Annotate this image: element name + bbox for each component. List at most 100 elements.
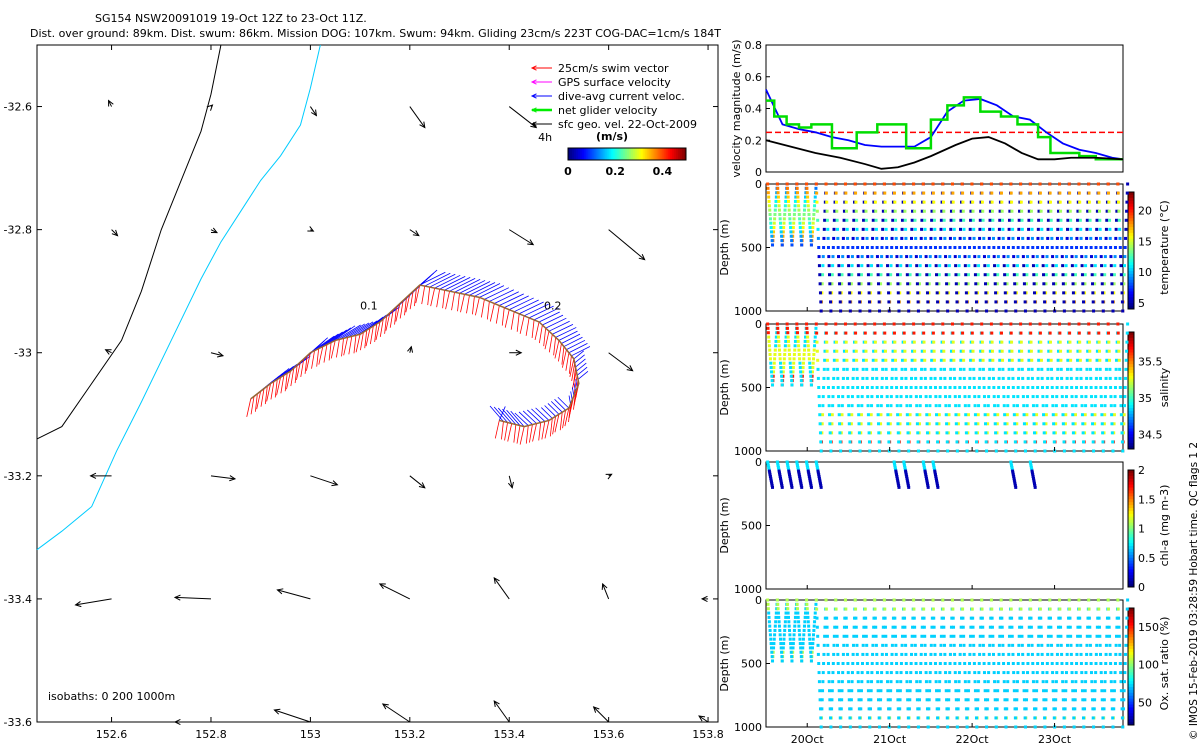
profile-point-up <box>1094 386 1098 389</box>
profile-point-up <box>822 662 826 665</box>
profile-point-down <box>878 449 882 453</box>
profile-point-down <box>1032 413 1036 417</box>
profile-point-up <box>947 680 951 684</box>
profile-point-down <box>1032 478 1036 482</box>
swim-vector <box>316 348 320 367</box>
profile-point-down <box>789 480 793 484</box>
profile-colorbar-cell <box>1128 569 1134 573</box>
profile-point-down <box>1070 246 1074 249</box>
profile-point-down <box>921 460 925 464</box>
profile-point-down <box>913 358 917 362</box>
profile-point-down <box>1060 236 1064 240</box>
profile-point-down <box>828 431 832 435</box>
profile-point-up <box>1076 625 1080 629</box>
profile-point-up <box>1125 200 1129 204</box>
profile-point-down <box>946 449 950 453</box>
geo-velocity-arrow <box>493 577 510 600</box>
profile-point-down <box>912 598 916 602</box>
profile-colorbar-cell <box>1128 499 1134 503</box>
profile-point-down <box>1109 246 1113 249</box>
swim-vector <box>414 288 417 307</box>
profile-point-up <box>996 255 1000 259</box>
profile-point-down <box>855 643 859 647</box>
profile-colorbar-cell <box>1128 563 1134 568</box>
profile-colorbar-cell <box>1128 334 1134 339</box>
profile-point-down <box>1003 273 1007 277</box>
swim-vector <box>306 352 311 371</box>
profile-point-up <box>1124 367 1128 371</box>
profile-point-up <box>791 230 795 234</box>
profile-point-up <box>890 367 894 371</box>
profile-point-down <box>1040 246 1044 249</box>
profile-point-up <box>929 367 933 371</box>
profile-point-down <box>903 616 907 620</box>
profile-point-down <box>827 689 831 693</box>
geo-velocity-arrowhead <box>378 583 386 589</box>
profile-point-down <box>905 689 909 693</box>
profile-point-down <box>796 607 800 611</box>
profile-point-up <box>1056 634 1060 638</box>
swim-vector <box>519 426 525 445</box>
profile-point-down <box>1040 367 1044 371</box>
profile-point-up <box>1093 264 1097 268</box>
profile-colorbar-cell <box>1128 393 1134 397</box>
profile-point-down <box>816 634 820 638</box>
profile-point-down <box>1120 282 1124 286</box>
profile-point-down <box>769 370 773 374</box>
profile-point-up <box>996 671 1000 675</box>
profile-point-down <box>902 460 906 464</box>
profile-point-down <box>974 716 978 720</box>
profile-point-down <box>799 650 803 654</box>
profile-point-down <box>808 366 812 370</box>
profile-point-up <box>802 212 806 216</box>
profile-point-down <box>960 598 964 602</box>
profile-point-down <box>991 652 995 656</box>
profile-point-down <box>1011 376 1015 380</box>
legend-label: GPS surface velocity <box>558 76 671 89</box>
profile-point-down <box>1068 209 1072 213</box>
profile-point-down <box>1091 698 1095 702</box>
profile-point-down <box>915 273 919 277</box>
profile-point-down <box>925 413 929 417</box>
profile-point-down <box>829 449 833 453</box>
profile-point-down <box>857 413 861 417</box>
profile-point-up <box>938 395 942 399</box>
profile-point-up <box>1083 422 1087 426</box>
profile-point-down <box>1088 227 1092 231</box>
profile-point-down <box>816 376 820 380</box>
profile-point-up <box>773 624 777 628</box>
profile-point-down <box>944 273 948 277</box>
profile-colorbar-cell <box>1128 209 1134 213</box>
profile-point-down <box>1030 467 1034 471</box>
profile-point-up <box>869 698 873 702</box>
profile-point-up <box>1102 282 1106 286</box>
profile-point-down <box>768 473 772 477</box>
profile-point-up <box>803 620 807 624</box>
current-vector <box>419 271 446 286</box>
profile-point-up <box>976 273 980 277</box>
profile-point-down <box>923 471 927 475</box>
profile-point-up <box>881 367 885 371</box>
profile-point-down <box>1078 349 1082 353</box>
profile-point-up <box>1056 643 1060 647</box>
profile-point-up <box>841 662 845 665</box>
profile-point-up <box>781 370 785 374</box>
profile-point-up <box>891 349 895 353</box>
profile-point-down <box>935 422 939 426</box>
profile-point-down <box>994 716 998 720</box>
profile-colorbar-cell <box>1128 704 1134 708</box>
profile-point-down <box>828 422 832 426</box>
swim-vector <box>516 313 520 332</box>
profile-point-down <box>1042 413 1046 417</box>
profile-point-down <box>824 322 828 326</box>
profile-point-down <box>970 331 974 335</box>
profile-point-down <box>931 460 935 464</box>
profile-point-up <box>1095 625 1099 629</box>
profile-point-up <box>813 195 817 199</box>
profile-point-up <box>830 282 834 286</box>
profile-point-down <box>1029 616 1033 620</box>
profile-point-down <box>787 344 791 348</box>
profile-point-up <box>1103 680 1107 684</box>
profile-point-down <box>903 358 907 362</box>
track-label: 0.2 <box>544 300 562 313</box>
